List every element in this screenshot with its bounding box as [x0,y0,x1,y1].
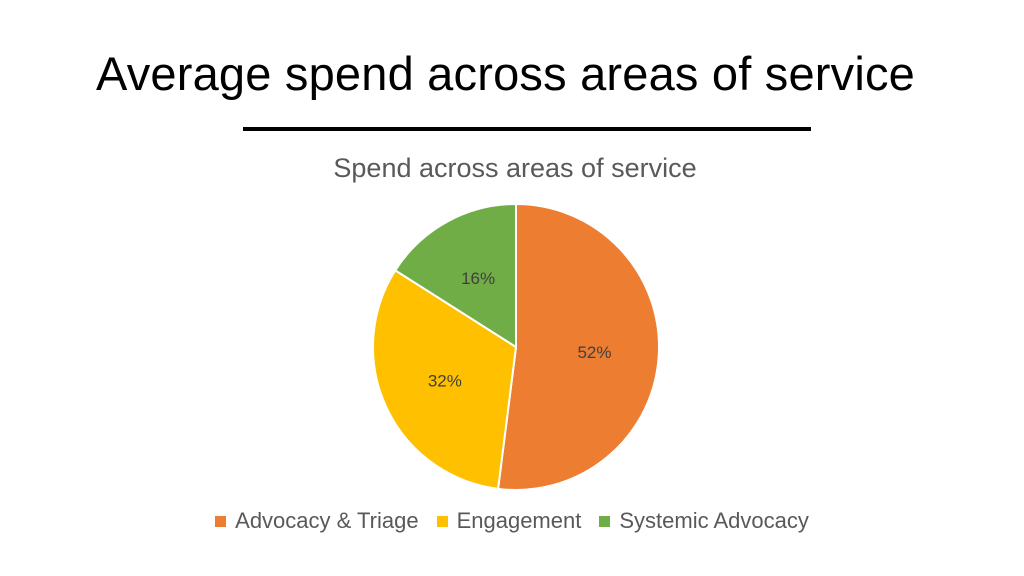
data-label-systemic-advocacy: 16% [461,269,495,288]
legend-swatch-systemic-advocacy [599,515,611,527]
title-underline [243,127,811,131]
legend-label: Systemic Advocacy [619,508,809,533]
pie-slice-advocacy-and-triage [496,202,660,491]
legend-label: Engagement [456,508,582,533]
data-label-engagement: 32% [428,371,462,390]
legend-label: Advocacy & Triage [235,508,419,533]
legend-item-advocacy-and-triage: Advocacy & Triage [215,508,419,534]
legend-swatch-engagement [436,515,448,527]
chart-legend: Advocacy & Triage Engagement Systemic Advo… [0,508,1024,534]
legend-item-systemic-advocacy: Systemic Advocacy [599,508,809,534]
chart-title: Spend across areas of service [333,153,697,183]
data-label-advocacy-and-triage: 52% [577,343,611,362]
legend-swatch-advocacy-and-triage [215,515,227,527]
pie-slice-systemic-advocacy [393,202,517,349]
slide-title: Average spend across areas of service [96,47,916,100]
legend-item-engagement: Engagement [436,508,582,534]
